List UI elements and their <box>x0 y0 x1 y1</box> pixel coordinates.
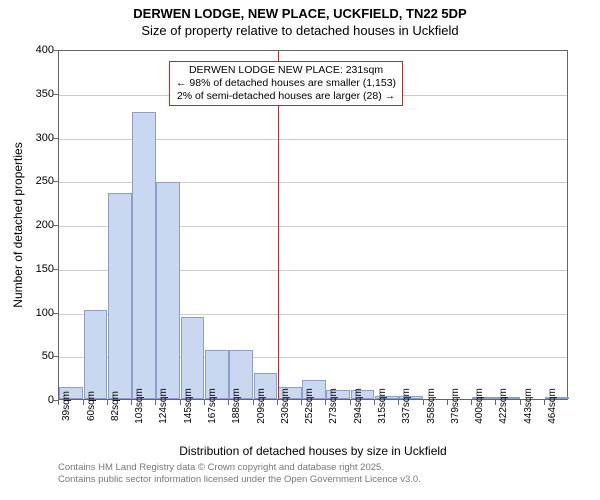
info-box: DERWEN LODGE NEW PLACE: 231sqm← 98% of d… <box>169 61 403 106</box>
y-tick <box>53 313 58 314</box>
x-tick <box>447 400 448 405</box>
x-tick-label: 103sqm <box>134 388 145 424</box>
info-line3: 2% of semi-detached houses are larger (2… <box>176 90 396 103</box>
x-tick <box>325 400 326 405</box>
x-tick <box>423 400 424 405</box>
y-tick <box>53 269 58 270</box>
x-tick <box>277 400 278 405</box>
chart-container: DERWEN LODGE, NEW PLACE, UCKFIELD, TN22 … <box>0 0 600 500</box>
y-tick <box>53 94 58 95</box>
x-tick-label: 145sqm <box>183 388 194 424</box>
x-tick-label: 209sqm <box>256 388 267 424</box>
x-tick-label: 379sqm <box>450 388 461 424</box>
histogram-bar <box>156 182 180 399</box>
y-tick-label: 50 <box>14 350 54 362</box>
x-tick-label: 82sqm <box>110 391 121 421</box>
chart-subtitle: Size of property relative to detached ho… <box>0 23 600 42</box>
y-tick <box>53 50 58 51</box>
x-tick <box>204 400 205 405</box>
x-tick-label: 400sqm <box>474 388 485 424</box>
histogram-bar <box>84 310 108 399</box>
x-tick-label: 60sqm <box>86 391 97 421</box>
x-tick-label: 464sqm <box>547 388 558 424</box>
x-tick <box>253 400 254 405</box>
x-tick <box>58 400 59 405</box>
x-tick <box>495 400 496 405</box>
x-tick-label: 124sqm <box>158 388 169 424</box>
x-tick <box>83 400 84 405</box>
x-tick <box>228 400 229 405</box>
y-tick-label: 250 <box>14 175 54 187</box>
x-tick-label: 273sqm <box>328 388 339 424</box>
x-tick-label: 358sqm <box>426 388 437 424</box>
info-line1: DERWEN LODGE NEW PLACE: 231sqm <box>176 64 396 77</box>
chart-title: DERWEN LODGE, NEW PLACE, UCKFIELD, TN22 … <box>0 0 600 23</box>
y-tick-label: 300 <box>14 132 54 144</box>
x-tick-label: 230sqm <box>280 388 291 424</box>
x-tick <box>374 400 375 405</box>
x-tick-label: 422sqm <box>498 388 509 424</box>
histogram-bar <box>132 112 156 399</box>
histogram-bar <box>181 317 205 399</box>
info-line2: ← 98% of detached houses are smaller (1,… <box>176 77 396 90</box>
footer-line1: Contains HM Land Registry data © Crown c… <box>58 462 421 474</box>
x-tick <box>520 400 521 405</box>
x-tick-label: 39sqm <box>61 391 72 421</box>
y-tick <box>53 181 58 182</box>
y-tick-label: 150 <box>14 263 54 275</box>
y-tick-label: 100 <box>14 307 54 319</box>
x-tick-label: 315sqm <box>377 388 388 424</box>
y-tick <box>53 138 58 139</box>
x-tick <box>301 400 302 405</box>
x-tick-label: 252sqm <box>304 388 315 424</box>
footer-attribution: Contains HM Land Registry data © Crown c… <box>58 462 421 486</box>
histogram-bar <box>108 193 132 400</box>
x-tick <box>350 400 351 405</box>
x-tick <box>398 400 399 405</box>
plot-area: DERWEN LODGE NEW PLACE: 231sqm← 98% of d… <box>58 50 568 400</box>
y-tick-label: 0 <box>14 394 54 406</box>
x-tick <box>180 400 181 405</box>
x-axis-title: Distribution of detached houses by size … <box>58 444 568 458</box>
y-tick-label: 400 <box>14 44 54 56</box>
y-tick <box>53 225 58 226</box>
x-tick-label: 294sqm <box>353 388 364 424</box>
x-tick <box>131 400 132 405</box>
x-tick-label: 188sqm <box>231 388 242 424</box>
y-tick <box>53 356 58 357</box>
y-tick-label: 200 <box>14 219 54 231</box>
x-tick <box>155 400 156 405</box>
y-tick-label: 350 <box>14 88 54 100</box>
x-tick-label: 443sqm <box>523 388 534 424</box>
x-tick-label: 337sqm <box>401 388 412 424</box>
x-tick-label: 167sqm <box>207 388 218 424</box>
x-tick <box>107 400 108 405</box>
x-tick <box>471 400 472 405</box>
footer-line2: Contains public sector information licen… <box>58 474 421 486</box>
x-tick <box>544 400 545 405</box>
